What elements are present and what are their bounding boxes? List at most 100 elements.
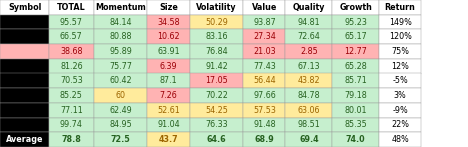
Text: 10.62: 10.62	[157, 32, 180, 41]
Text: 65.28: 65.28	[344, 62, 367, 71]
Text: Average: Average	[6, 135, 44, 144]
Text: 27.34: 27.34	[253, 32, 276, 41]
Text: 95.89: 95.89	[109, 47, 132, 56]
Bar	[0, 118, 49, 132]
Bar	[190, 118, 243, 132]
Text: 72.5: 72.5	[110, 135, 131, 144]
Text: Momentum: Momentum	[95, 3, 146, 12]
Bar	[147, 15, 190, 29]
Bar	[379, 29, 421, 44]
Bar	[379, 103, 421, 118]
Bar	[332, 74, 379, 88]
Bar	[243, 44, 285, 59]
Text: 81.26: 81.26	[60, 62, 83, 71]
Text: 99.74: 99.74	[60, 120, 83, 130]
Text: 80.88: 80.88	[109, 32, 132, 41]
Text: Size: Size	[159, 3, 178, 12]
Text: 7.26: 7.26	[160, 91, 177, 100]
Bar	[147, 44, 190, 59]
Text: 43.7: 43.7	[159, 135, 178, 144]
Bar	[379, 132, 421, 147]
Bar	[94, 74, 147, 88]
Bar	[49, 74, 94, 88]
Text: 52.61: 52.61	[157, 106, 180, 115]
Text: 60.42: 60.42	[109, 76, 132, 85]
Bar	[243, 29, 285, 44]
Bar	[285, 44, 332, 59]
Bar	[285, 74, 332, 88]
Bar	[190, 88, 243, 103]
Text: Return: Return	[385, 3, 416, 12]
Bar	[49, 44, 94, 59]
Bar	[379, 0, 421, 15]
Bar	[332, 15, 379, 29]
Text: 21.03: 21.03	[253, 47, 276, 56]
Text: 65.17: 65.17	[344, 32, 367, 41]
Bar	[147, 118, 190, 132]
Bar	[285, 103, 332, 118]
Text: 72.64: 72.64	[298, 32, 320, 41]
Text: 76.33: 76.33	[205, 120, 228, 130]
Text: 78.8: 78.8	[61, 135, 81, 144]
Bar	[49, 88, 94, 103]
Bar	[285, 29, 332, 44]
Bar	[243, 118, 285, 132]
Bar	[49, 29, 94, 44]
Bar	[379, 44, 421, 59]
Text: 66.57: 66.57	[60, 32, 83, 41]
Text: 70.22: 70.22	[205, 91, 228, 100]
Bar	[190, 132, 243, 147]
Bar	[147, 132, 190, 147]
Text: 84.14: 84.14	[109, 17, 132, 27]
Bar	[0, 0, 49, 15]
Text: 91.48: 91.48	[253, 120, 276, 130]
Text: 93.87: 93.87	[253, 17, 276, 27]
Text: 22%: 22%	[391, 120, 409, 130]
Text: 60: 60	[116, 91, 125, 100]
Bar	[0, 44, 49, 59]
Bar	[190, 15, 243, 29]
Text: Quality: Quality	[292, 3, 325, 12]
Bar	[147, 59, 190, 74]
Bar	[190, 103, 243, 118]
Text: TOTAL: TOTAL	[57, 3, 86, 12]
Text: 91.42: 91.42	[205, 62, 228, 71]
Bar	[285, 88, 332, 103]
Bar	[147, 74, 190, 88]
Bar	[0, 103, 49, 118]
Bar	[332, 44, 379, 59]
Bar	[0, 15, 49, 29]
Text: 85.71: 85.71	[344, 76, 367, 85]
Text: 79.18: 79.18	[344, 91, 367, 100]
Bar	[94, 15, 147, 29]
Bar	[332, 118, 379, 132]
Text: 91.04: 91.04	[157, 120, 180, 130]
Text: 77.43: 77.43	[253, 62, 276, 71]
Text: 50.29: 50.29	[205, 17, 228, 27]
Bar	[0, 88, 49, 103]
Bar	[285, 132, 332, 147]
Text: 80.01: 80.01	[344, 106, 367, 115]
Bar	[94, 29, 147, 44]
Bar	[332, 0, 379, 15]
Bar	[332, 29, 379, 44]
Text: 64.6: 64.6	[207, 135, 226, 144]
Bar	[332, 59, 379, 74]
Text: 70.53: 70.53	[60, 76, 83, 85]
Text: 6.39: 6.39	[160, 62, 177, 71]
Text: Value: Value	[252, 3, 277, 12]
Text: 63.91: 63.91	[157, 47, 180, 56]
Bar	[243, 103, 285, 118]
Bar	[49, 132, 94, 147]
Text: 77.11: 77.11	[60, 106, 83, 115]
Bar	[190, 74, 243, 88]
Bar	[49, 0, 94, 15]
Bar	[147, 103, 190, 118]
Text: 62.49: 62.49	[109, 106, 132, 115]
Bar	[190, 59, 243, 74]
Text: 120%: 120%	[389, 32, 411, 41]
Bar	[49, 15, 94, 29]
Text: 95.57: 95.57	[60, 17, 83, 27]
Bar	[0, 132, 49, 147]
Text: 85.35: 85.35	[344, 120, 367, 130]
